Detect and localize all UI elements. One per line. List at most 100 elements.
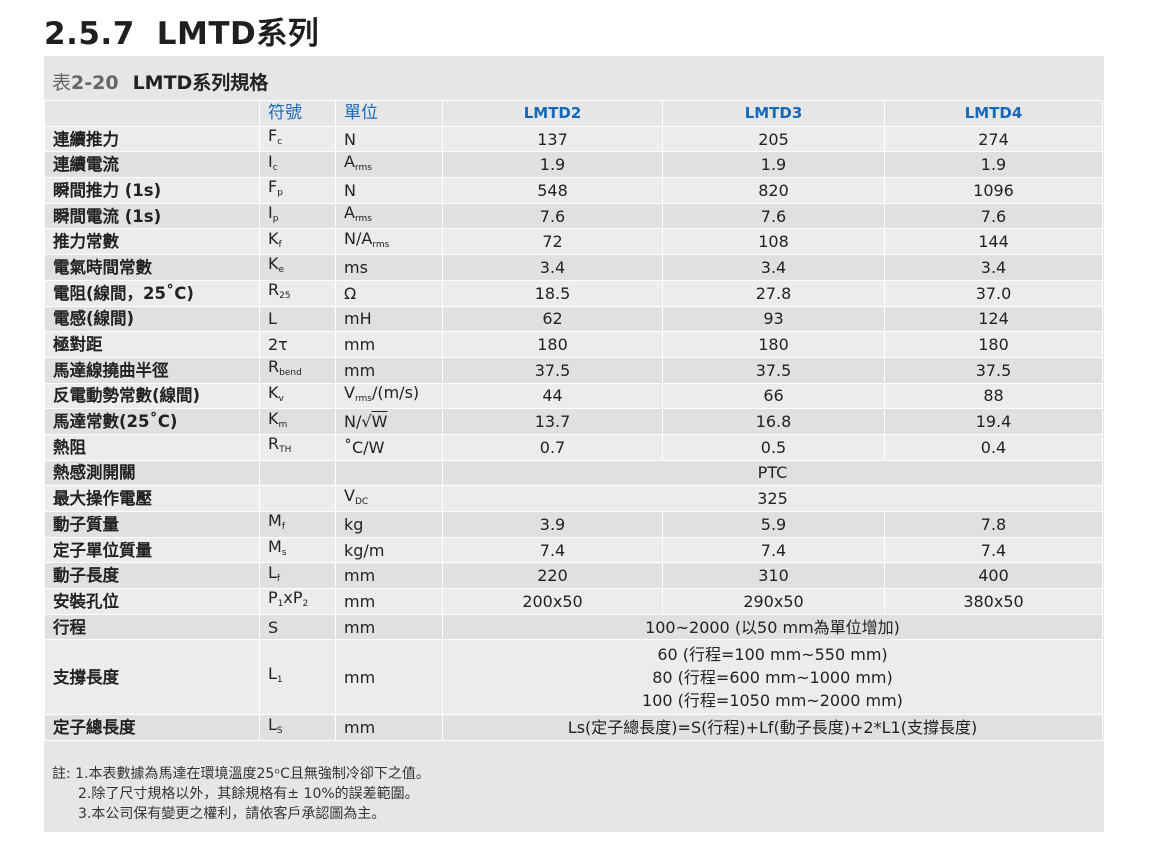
spec-table: 符號 單位 LMTD2 LMTD3 LMTD4 連續推力 Fc N 137 205 274… xyxy=(44,100,1103,742)
table-row: 電氣時間常數 Ke ms 3.4 3.4 3.4 xyxy=(44,254,1103,281)
symbol-cell: Km xyxy=(259,408,336,435)
symbol-cell: Kv xyxy=(259,382,336,410)
value-cell: 205 xyxy=(662,125,885,153)
table-header-row: 符號 單位 LMTD2 LMTD3 LMTD4 xyxy=(44,100,1103,127)
value-cell: 1.9 xyxy=(662,151,885,179)
value-cell: 1.9 xyxy=(442,151,663,179)
value-cell: 7.4 xyxy=(662,536,885,564)
symbol-subscript: p xyxy=(277,188,283,199)
value-cell: 1096 xyxy=(884,177,1103,204)
value-cell: 66 xyxy=(662,382,885,410)
value-cell: 1.9 xyxy=(884,151,1103,179)
value-cell: 290x50 xyxy=(662,588,885,615)
support-length-line: 80 (行程=600 mm~1000 mm) xyxy=(652,667,893,687)
header-blank xyxy=(44,100,260,127)
symbol-text: K xyxy=(268,228,279,248)
value-cell: 37.5 xyxy=(442,356,663,384)
table-row-support: 支撐長度 L1 mm 60 (行程=100 mm~550 mm) 80 (行程=600 … xyxy=(44,639,1103,716)
value-cell: 0.5 xyxy=(662,433,885,461)
value-cell: 5.9 xyxy=(662,511,885,538)
spec-name: 熱阻 xyxy=(44,433,260,461)
support-length-line: 100 (行程=1050 mm~2000 mm) xyxy=(642,690,903,710)
value-cell-merged: 325 xyxy=(442,485,1103,512)
symbol-cell: L xyxy=(259,305,336,333)
spec-name: 電氣時間常數 xyxy=(44,254,260,281)
spec-name: 熱感測開關 xyxy=(44,459,260,487)
value-cell: 37.5 xyxy=(662,356,885,384)
unit-text: V xyxy=(344,383,355,402)
section-title-text: LMTD系列 xyxy=(156,16,320,52)
unit-cell: ms xyxy=(335,254,443,281)
table-row: 定子單位質量 Ms kg/m 7.4 7.4 7.4 xyxy=(44,536,1103,564)
value-cell: 16.8 xyxy=(662,408,885,435)
spec-name: 動子長度 xyxy=(44,562,260,590)
spec-name: 馬達線撓曲半徑 xyxy=(44,356,260,384)
unit-text: Ω xyxy=(344,283,357,303)
symbol-text: I xyxy=(268,203,273,223)
unit-text: V xyxy=(344,485,355,505)
table-row: 連續推力 Fc N 137 205 274 xyxy=(44,125,1103,153)
note-1: 註: 1.本表數據為馬達在環境溫度25ᵒC且無強制冷卻下之值。 xyxy=(52,766,430,782)
spec-name: 安裝孔位 xyxy=(44,588,260,615)
symbol-text: K xyxy=(268,408,279,428)
unit-suffix: W xyxy=(371,412,388,432)
value-cell: 72 xyxy=(442,228,663,256)
unit-cell: mm xyxy=(335,356,443,384)
header-unit: 單位 xyxy=(335,100,443,127)
table-row: 瞬間電流 (1s) Ip Arms 7.6 7.6 7.6 xyxy=(44,202,1103,230)
unit-cell: mm xyxy=(335,714,443,742)
symbol-text: R xyxy=(268,357,280,377)
value-cell: 7.6 xyxy=(442,202,663,230)
value-cell: 7.6 xyxy=(662,202,885,230)
value-cell: 62 xyxy=(442,305,663,333)
value-cell: 0.7 xyxy=(442,433,663,461)
symbol-subscript: f xyxy=(276,573,281,584)
unit-cell: N xyxy=(335,125,443,153)
unit-cell: Arms xyxy=(335,151,443,179)
value-cell: 37.5 xyxy=(884,356,1103,384)
table-row: 安裝孔位 P1xP2 mm 200x50 290x50 380x50 xyxy=(44,588,1103,615)
symbol-text: M xyxy=(268,511,282,531)
symbol-text: R xyxy=(268,280,280,300)
unit-cell: N xyxy=(335,177,443,204)
table-row: 馬達常數(25˚C) Km N/√W 13.7 16.8 19.4 xyxy=(44,408,1103,435)
symbol-text: F xyxy=(268,126,278,146)
value-cell: 108 xyxy=(662,228,885,256)
unit-cell: Ω xyxy=(335,279,443,307)
symbol-text: L xyxy=(268,562,277,582)
symbol-text: 2τ xyxy=(268,335,288,355)
unit-text: N/A xyxy=(344,228,373,248)
value-cell: 274 xyxy=(884,125,1103,153)
unit-text: A xyxy=(344,151,355,171)
support-length-line: 60 (行程=100 mm~550 mm) xyxy=(657,644,888,664)
value-cell: 310 xyxy=(662,562,885,590)
symbol-text: P xyxy=(268,588,278,608)
symbol-subscript: TH xyxy=(279,445,292,456)
table-row: 最大操作電壓 VDC 325 xyxy=(44,485,1103,512)
table-caption: 表2-20 LMTD系列規格 xyxy=(52,68,268,95)
symbol-cell: Ke xyxy=(259,254,336,281)
unit-suffix: /(m/s) xyxy=(371,383,420,402)
unit-cell: N/Arms xyxy=(335,228,443,256)
unit-cell: mm xyxy=(335,331,443,358)
table-row: 馬達線撓曲半徑 Rbend mm 37.5 37.5 37.5 xyxy=(44,356,1103,384)
symbol-subscript: m xyxy=(278,419,288,430)
spec-name: 馬達常數(25˚C) xyxy=(44,408,260,435)
note-3: 3.本公司保有變更之權利，請依客戶承認圖為主。 xyxy=(78,806,386,822)
unit-cell: mm xyxy=(335,639,443,716)
value-cell: 7.4 xyxy=(884,536,1103,564)
symbol-subscript: p xyxy=(272,214,279,225)
unit-text: mH xyxy=(344,309,372,329)
table-row: 推力常數 Kf N/Arms 72 108 144 xyxy=(44,228,1103,256)
unit-text: ms xyxy=(344,257,368,277)
unit-cell: mH xyxy=(335,305,443,333)
unit-subscript: rms xyxy=(354,393,372,404)
unit-cell: N/√W xyxy=(335,408,443,435)
unit-subscript: DC xyxy=(354,496,369,507)
header-model-lmtd3: LMTD3 xyxy=(662,100,885,127)
symbol-text: K xyxy=(268,254,279,274)
table-row: 連續電流 Ic Arms 1.9 1.9 1.9 xyxy=(44,151,1103,179)
unit-text: ˚C/W xyxy=(344,437,385,457)
symbol-text: R xyxy=(268,434,280,454)
